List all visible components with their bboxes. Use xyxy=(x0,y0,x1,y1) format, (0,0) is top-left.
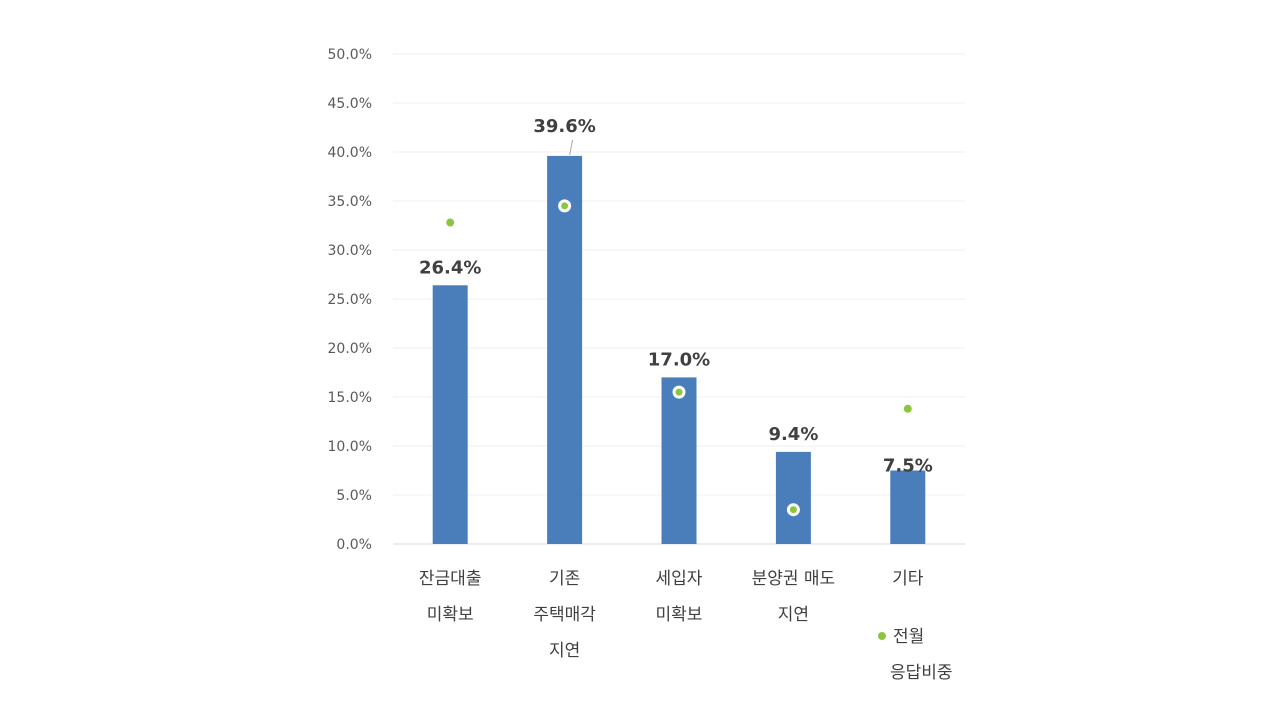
scatter-point xyxy=(786,503,800,517)
scatter-point xyxy=(558,199,572,213)
x-tick-label: 기타 xyxy=(892,569,924,589)
y-tick-label: 25.0% xyxy=(328,292,372,308)
scatter-point xyxy=(446,218,455,227)
x-tick-label: 주택매각 xyxy=(533,605,596,625)
bar xyxy=(661,377,697,544)
y-tick-label: 40.0% xyxy=(328,145,372,161)
x-tick-label: 지연 xyxy=(549,641,580,661)
bar xyxy=(775,451,811,544)
legend-label: 전월 xyxy=(893,627,924,647)
legend-label: 응답비중 xyxy=(890,663,953,683)
data-label: 39.6% xyxy=(533,116,595,137)
x-tick-label: 기존 xyxy=(549,569,580,589)
y-tick-label: 50.0% xyxy=(328,47,372,63)
scatter-point xyxy=(903,404,912,413)
y-tick-label: 20.0% xyxy=(328,341,372,357)
data-label: 7.5% xyxy=(883,456,933,477)
x-tick-label: 미확보 xyxy=(427,605,474,625)
y-tick-label: 10.0% xyxy=(328,439,372,455)
legend-marker xyxy=(878,632,886,640)
bar xyxy=(432,285,468,544)
y-tick-label: 5.0% xyxy=(336,488,372,504)
data-label: 17.0% xyxy=(648,349,710,370)
y-tick-label: 45.0% xyxy=(328,96,372,112)
x-tick-label: 분양권 매도 xyxy=(752,569,836,589)
y-tick-label: 30.0% xyxy=(328,243,372,259)
x-tick-label: 지연 xyxy=(778,605,809,625)
bar xyxy=(547,155,583,545)
data-label: 9.4% xyxy=(768,424,818,445)
y-tick-label: 35.0% xyxy=(328,194,372,210)
y-tick-label: 0.0% xyxy=(336,537,372,553)
x-tick-label: 미확보 xyxy=(656,605,703,625)
scatter-point xyxy=(672,385,686,399)
x-tick-label: 세입자 xyxy=(656,569,703,589)
leader-line xyxy=(569,139,574,156)
data-label: 26.4% xyxy=(419,257,481,278)
x-tick-label: 잔금대출 xyxy=(419,569,482,589)
bar xyxy=(890,470,926,544)
y-tick-label: 15.0% xyxy=(328,390,372,406)
